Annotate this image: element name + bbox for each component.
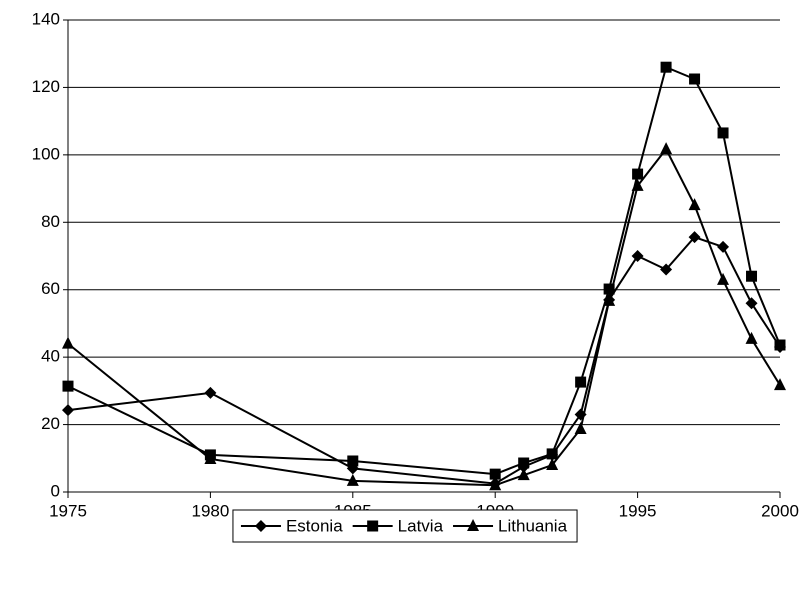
marker: [347, 455, 359, 467]
marker: [204, 451, 217, 464]
series-line: [67, 147, 781, 487]
legend-item: Latvia: [352, 516, 444, 535]
marker: [254, 520, 267, 532]
legend: Estonia Latvia Lithuania: [232, 509, 578, 543]
legend-box: [232, 509, 578, 543]
marker: [632, 168, 644, 180]
marker: [204, 386, 217, 399]
legend-label: Estonia: [286, 516, 343, 535]
marker: [688, 198, 701, 211]
x-tick-label: 1980: [191, 501, 229, 520]
marker: [603, 293, 616, 306]
marker: [717, 240, 730, 253]
legend-item: Estonia: [240, 516, 343, 535]
marker: [489, 468, 501, 480]
y-tick-label: 80: [41, 212, 60, 231]
marker: [631, 178, 644, 191]
marker: [745, 297, 758, 310]
marker: [517, 468, 530, 481]
marker: [688, 231, 701, 244]
x-tick-label: 1995: [619, 501, 657, 520]
legend-label: Lithuania: [498, 516, 568, 535]
legend-item: Lithuania: [453, 516, 568, 535]
y-tick-label: 40: [41, 347, 60, 366]
marker: [62, 336, 74, 349]
marker: [660, 61, 672, 73]
marker: [745, 331, 758, 344]
marker: [689, 73, 701, 85]
marker: [631, 250, 644, 262]
marker: [660, 142, 673, 155]
marker: [717, 127, 729, 139]
marker: [467, 519, 480, 531]
y-tick-label: 60: [41, 279, 60, 298]
marker: [774, 378, 786, 391]
marker: [546, 448, 558, 460]
marker: [774, 339, 786, 351]
y-tick-label: 0: [51, 481, 60, 500]
marker: [346, 473, 359, 486]
series-line: [67, 235, 781, 485]
marker: [546, 458, 559, 471]
y-tick-label: 20: [41, 414, 60, 433]
series-line: [67, 65, 781, 476]
marker: [62, 404, 74, 417]
marker: [489, 478, 502, 491]
legend-label: Latvia: [398, 516, 444, 535]
x-tick-label: 2000: [761, 501, 799, 520]
y-tick-label: 100: [32, 144, 60, 163]
marker: [660, 263, 673, 276]
y-tick-label: 140: [32, 9, 60, 28]
marker: [717, 272, 730, 285]
marker: [518, 457, 530, 469]
y-tick-label: 120: [32, 77, 60, 96]
marker: [367, 520, 379, 532]
marker: [575, 376, 587, 388]
x-tick-label: 1975: [49, 501, 87, 520]
marker: [746, 270, 758, 282]
marker: [574, 421, 587, 434]
marker: [62, 380, 74, 392]
